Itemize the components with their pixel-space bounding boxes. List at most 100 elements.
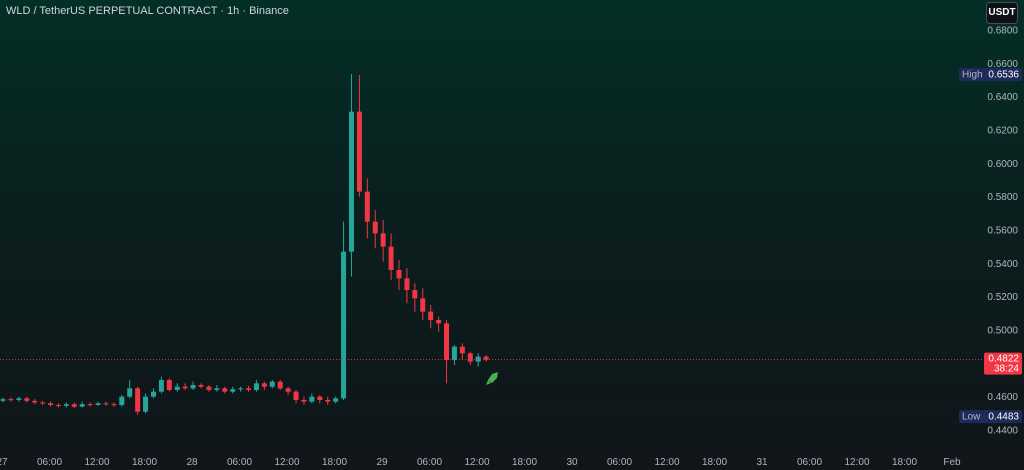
price-axis[interactable]: 0.6800 0.6600 0.6400 0.6200 0.6000 0.5800 0.56…	[987, 26, 1018, 437]
candle[interactable]	[341, 221, 347, 400]
x-tick-label: 28	[186, 457, 198, 468]
candle[interactable]	[269, 380, 275, 389]
candle[interactable]	[301, 396, 307, 405]
candle[interactable]	[166, 378, 172, 392]
candle[interactable]	[420, 288, 426, 320]
candle[interactable]	[333, 396, 339, 404]
candle[interactable]	[309, 393, 315, 404]
candle[interactable]	[79, 401, 85, 408]
candle[interactable]	[230, 386, 236, 394]
candle[interactable]	[246, 385, 252, 392]
candle[interactable]	[214, 385, 220, 392]
x-tick-label: 12:00	[844, 457, 869, 468]
high-label-value: 0.6536	[988, 70, 1019, 81]
candle[interactable]	[119, 395, 125, 407]
x-tick-label: 12:00	[84, 457, 109, 468]
candle[interactable]	[364, 178, 370, 239]
candle[interactable]	[444, 320, 450, 384]
candle[interactable]	[158, 376, 164, 394]
candle[interactable]	[198, 383, 204, 389]
x-tick-label: 06:00	[797, 457, 822, 468]
x-tick-label: 18:00	[512, 457, 537, 468]
candle[interactable]	[95, 401, 101, 406]
candle[interactable]	[356, 75, 362, 197]
candle[interactable]	[325, 396, 331, 405]
candle[interactable]	[40, 400, 46, 405]
low-label-key: Low	[962, 412, 981, 423]
x-tick-label: 18:00	[322, 457, 347, 468]
x-tick-label: 12:00	[464, 457, 489, 468]
x-tick-label: 27	[0, 457, 8, 468]
candle[interactable]	[206, 385, 212, 392]
candle[interactable]	[143, 393, 149, 414]
candle[interactable]	[451, 345, 457, 365]
x-tick-label: 06:00	[37, 457, 62, 468]
time-axis[interactable]: 27 06:00 12:00 18:00 28 06:00 12:00 18:00 29 06:0…	[0, 457, 961, 468]
candle[interactable]	[222, 386, 228, 394]
candle[interactable]	[182, 383, 188, 390]
candle[interactable]	[428, 305, 434, 329]
candle[interactable]	[135, 386, 141, 415]
bar-countdown: 38:24	[994, 364, 1019, 375]
y-tick-label: 0.6000	[987, 159, 1018, 170]
candle[interactable]	[459, 343, 465, 360]
y-tick-label: 0.6800	[987, 26, 1018, 37]
x-tick-label: 31	[756, 457, 768, 468]
y-tick-label: 0.5200	[987, 292, 1018, 303]
candle[interactable]	[404, 268, 410, 304]
candle[interactable]	[24, 396, 30, 403]
candle[interactable]	[348, 74, 354, 277]
candle[interactable]	[16, 396, 22, 402]
candles-group	[0, 74, 489, 415]
candle[interactable]	[103, 401, 109, 406]
x-tick-label: 06:00	[417, 457, 442, 468]
y-tick-label: 0.4600	[987, 392, 1018, 403]
low-label: Low 0.4483	[959, 410, 1022, 424]
candle[interactable]	[48, 401, 54, 407]
candle[interactable]	[261, 381, 267, 390]
candle[interactable]	[8, 397, 14, 402]
candle[interactable]	[63, 402, 69, 408]
candle[interactable]	[483, 355, 489, 362]
y-tick-label: 0.5600	[987, 226, 1018, 237]
candle[interactable]	[0, 397, 6, 403]
candle[interactable]	[317, 395, 323, 404]
y-tick-label: 0.5000	[987, 326, 1018, 337]
candle[interactable]	[174, 383, 180, 392]
candle[interactable]	[55, 403, 61, 408]
candle[interactable]	[87, 402, 93, 407]
currency-button[interactable]: USDT	[986, 2, 1018, 24]
high-label-key: High	[962, 70, 983, 81]
candle[interactable]	[412, 283, 418, 312]
candle[interactable]	[436, 316, 442, 332]
candle[interactable]	[285, 386, 291, 395]
candle[interactable]	[32, 399, 38, 405]
y-tick-label: 0.5800	[987, 192, 1018, 203]
candle[interactable]	[253, 380, 259, 392]
y-tick-label: 0.5400	[987, 259, 1018, 270]
low-label-value: 0.4483	[988, 412, 1019, 423]
candle[interactable]	[111, 402, 117, 407]
candle[interactable]	[380, 220, 386, 262]
candle[interactable]	[277, 380, 283, 390]
x-tick-label: 29	[376, 457, 388, 468]
rocket-icon[interactable]	[486, 372, 498, 385]
x-tick-label: 12:00	[654, 457, 679, 468]
x-tick-label: 18:00	[702, 457, 727, 468]
candle[interactable]	[238, 386, 244, 392]
candle[interactable]	[388, 233, 394, 280]
candle[interactable]	[71, 402, 77, 409]
candle[interactable]	[372, 210, 378, 249]
candle[interactable]	[396, 260, 402, 290]
candle[interactable]	[190, 381, 196, 390]
candle[interactable]	[293, 390, 299, 404]
x-tick-label: 12:00	[274, 457, 299, 468]
candle[interactable]	[127, 380, 133, 399]
y-tick-label: 0.6200	[987, 126, 1018, 137]
candle[interactable]	[467, 351, 473, 365]
candle[interactable]	[150, 388, 156, 399]
high-label: High 0.6536	[959, 68, 1022, 81]
y-tick-label: 0.6600	[987, 59, 1018, 70]
candle[interactable]	[475, 353, 481, 367]
